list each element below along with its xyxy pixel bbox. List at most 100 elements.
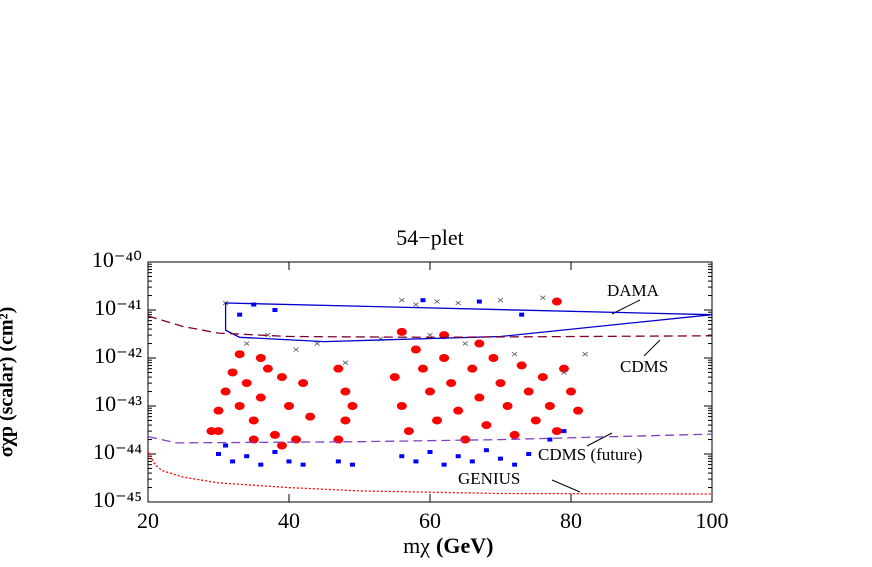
point xyxy=(286,459,292,464)
annotation: DAMA xyxy=(607,281,660,300)
point xyxy=(251,302,257,307)
x-axis-label: mχ xyxy=(403,533,430,558)
point xyxy=(403,427,414,436)
point xyxy=(223,443,229,448)
point xyxy=(244,454,250,459)
point xyxy=(230,459,236,464)
point xyxy=(340,416,351,425)
point xyxy=(526,452,532,456)
point xyxy=(460,435,471,444)
annotation: GENIUS xyxy=(458,469,520,488)
y-axis-label: σχp (scalar) (cm²) xyxy=(0,307,18,458)
point xyxy=(396,327,407,336)
point xyxy=(516,361,527,370)
point xyxy=(417,364,428,373)
point xyxy=(544,402,555,410)
point xyxy=(469,459,475,464)
point xyxy=(427,450,433,455)
arrow xyxy=(611,299,641,315)
point xyxy=(509,430,520,439)
point xyxy=(340,387,351,396)
x-tick-label: 60 xyxy=(419,508,441,533)
arrow xyxy=(586,432,613,447)
point xyxy=(551,297,562,306)
point xyxy=(262,364,273,373)
point xyxy=(410,345,421,354)
point xyxy=(216,452,221,456)
y-tick-label: 10⁻⁴³ xyxy=(94,391,142,416)
point xyxy=(413,459,419,464)
annotation: CDMS xyxy=(620,357,668,376)
point xyxy=(347,402,358,410)
point xyxy=(234,350,245,359)
y-tick-label: 10⁻⁴⁴ xyxy=(93,439,142,464)
point xyxy=(495,379,506,388)
point xyxy=(512,462,518,467)
chart-title: 54−plet xyxy=(396,225,463,250)
point xyxy=(269,430,280,439)
point xyxy=(561,370,567,375)
point xyxy=(434,299,440,304)
curve xyxy=(148,433,712,444)
point xyxy=(349,462,355,467)
y-tick-label: 10⁻⁴² xyxy=(94,343,142,368)
point xyxy=(425,387,435,396)
point xyxy=(453,406,464,415)
point xyxy=(234,402,245,410)
point xyxy=(573,406,584,415)
point xyxy=(441,462,447,467)
point xyxy=(476,299,482,304)
point xyxy=(272,450,278,455)
point xyxy=(276,441,287,450)
point xyxy=(582,351,588,357)
point xyxy=(566,387,576,396)
point xyxy=(314,341,320,346)
annotation-arrows xyxy=(551,299,661,493)
point xyxy=(399,297,405,303)
x-tick-label: 20 xyxy=(137,508,159,533)
point xyxy=(537,373,548,382)
point xyxy=(305,412,316,421)
x-tick-label: 80 xyxy=(560,508,582,533)
point xyxy=(399,454,405,459)
point xyxy=(220,387,231,396)
point xyxy=(540,295,546,301)
point xyxy=(474,339,485,348)
point xyxy=(293,347,299,352)
point xyxy=(427,332,433,338)
point xyxy=(298,379,309,388)
x-tick-label: 100 xyxy=(696,508,729,533)
point xyxy=(265,332,271,338)
y-tick-label: 10⁻⁴⁵ xyxy=(93,487,142,512)
point xyxy=(284,402,294,410)
point xyxy=(213,406,224,415)
y-tick-label: 10⁻⁴⁰ xyxy=(92,247,142,272)
point xyxy=(498,456,503,461)
y-tick-label: 10⁻⁴¹ xyxy=(94,295,142,320)
point xyxy=(248,416,259,425)
point xyxy=(530,416,541,425)
point xyxy=(547,437,553,442)
point xyxy=(502,402,513,410)
point xyxy=(333,364,344,373)
point xyxy=(474,393,485,402)
x-axis-unit: (GeV) xyxy=(436,533,493,558)
point xyxy=(519,312,525,317)
point xyxy=(258,462,264,467)
point xyxy=(523,387,534,396)
point xyxy=(413,302,419,307)
curve xyxy=(224,302,712,343)
arrow xyxy=(643,339,661,357)
point xyxy=(300,462,306,467)
point xyxy=(227,368,238,377)
point xyxy=(396,402,407,410)
point xyxy=(213,427,224,436)
point xyxy=(483,448,489,453)
point xyxy=(272,308,278,312)
point xyxy=(241,379,252,388)
curve xyxy=(148,451,712,495)
point xyxy=(455,300,461,306)
point xyxy=(558,364,569,373)
point xyxy=(467,364,478,373)
point xyxy=(561,429,567,434)
